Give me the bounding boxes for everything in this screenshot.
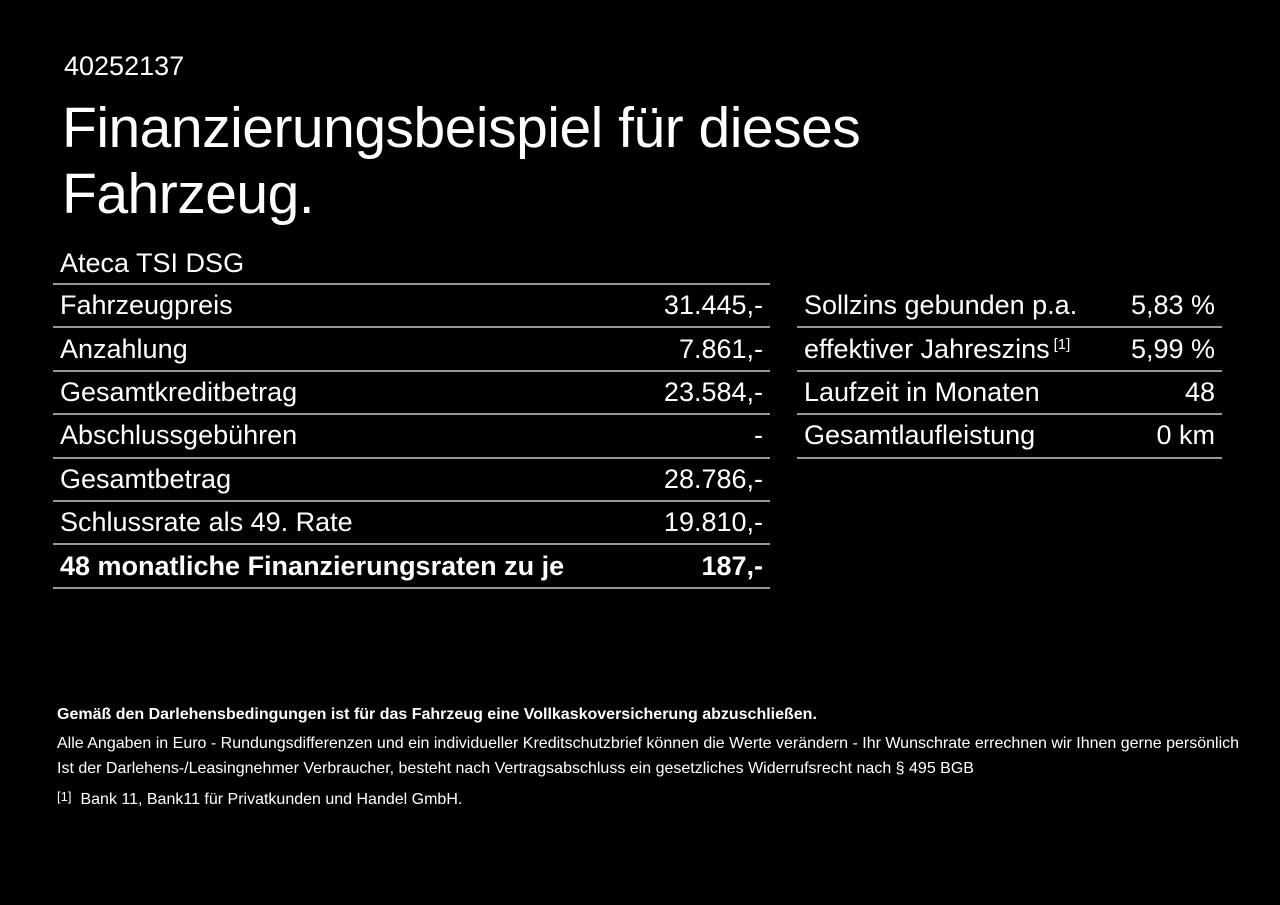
row-value: - <box>754 420 763 451</box>
row-value: 31.445,- <box>663 290 763 321</box>
financing-table: Ateca TSI DSG Fahrzeugpreis 31.445,- Anz… <box>53 248 770 589</box>
row-value: 187,- <box>701 550 763 581</box>
table-row-abschlussgebuehren: Abschlussgebühren - <box>53 415 770 459</box>
row-label: Gesamtkreditbetrag <box>60 376 298 407</box>
table-row-sollzins: Sollzins gebunden p.a. 5,83 % <box>797 285 1222 329</box>
row-label: Fahrzeugpreis <box>60 290 233 321</box>
row-label: 48 monatliche Finanzierungsraten zu je <box>60 550 565 581</box>
vehicle-id: 40252137 <box>64 51 185 81</box>
disclaimer-line-1: Alle Angaben in Euro - Rundungsdifferenz… <box>57 734 1240 752</box>
row-value: 48 <box>1184 376 1215 407</box>
table-row-gesamtlaufleistung: Gesamtlaufleistung 0 km <box>797 415 1222 459</box>
row-label: effektiver Jahreszins [1] <box>804 334 1070 365</box>
row-label: Abschlussgebühren <box>60 420 298 451</box>
table-row-schlussrate: Schlussrate als 49. Rate 19.810,- <box>53 502 770 546</box>
row-value: 28.786,- <box>663 463 763 494</box>
row-value: 23.584,- <box>663 376 763 407</box>
vehicle-model: Ateca TSI DSG <box>60 248 245 278</box>
footnote-text: Bank 11, Bank11 für Privatkunden und Han… <box>80 790 463 808</box>
table-row-effektiver-jahreszins: effektiver Jahreszins [1] 5,99 % <box>797 328 1222 372</box>
footnote-line: [1] Bank 11, Bank11 für Privatkunden und … <box>57 784 1257 813</box>
vehicle-model-row: Ateca TSI DSG <box>53 248 770 285</box>
table-row-laufzeit: Laufzeit in Monaten 48 <box>797 372 1222 416</box>
row-label-text: effektiver Jahreszins <box>804 333 1050 364</box>
legal-footer: Gemäß den Darlehensbedingungen ist für d… <box>57 702 1257 812</box>
row-label: Sollzins gebunden p.a. <box>804 290 1078 321</box>
row-label: Laufzeit in Monaten <box>804 376 1040 407</box>
table-row-anzahlung: Anzahlung 7.861,- <box>53 328 770 372</box>
row-label: Schlussrate als 49. Rate <box>60 507 353 538</box>
footnote-marker: [1] <box>1053 335 1071 353</box>
row-value: 0 km <box>1156 420 1215 451</box>
row-label: Anzahlung <box>60 333 188 364</box>
conditions-table: Sollzins gebunden p.a. 5,83 % effektiver… <box>797 285 1222 459</box>
row-value: 5,99 % <box>1130 333 1215 364</box>
disclaimer-line-2: Ist der Darlehens-/Leasingnehmer Verbrau… <box>57 760 974 777</box>
row-value: 5,83 % <box>1130 290 1215 321</box>
table-row-monatsrate: 48 monatliche Finanzierungsraten zu je 1… <box>53 545 770 589</box>
row-label: Gesamtlaufleistung <box>804 420 1036 451</box>
table-row-gesamtkreditbetrag: Gesamtkreditbetrag 23.584,- <box>53 372 770 416</box>
row-value: 7.861,- <box>678 333 763 364</box>
footnote-marker: [1] <box>57 788 72 804</box>
row-label: Gesamtbetrag <box>60 463 232 494</box>
page-title: Finanzierungsbeispiel für dieses Fahrzeu… <box>62 96 861 226</box>
table-row-fahrzeugpreis: Fahrzeugpreis 31.445,- <box>53 285 770 329</box>
insurance-note: Gemäß den Darlehensbedingungen ist für d… <box>57 706 817 723</box>
row-value: 19.810,- <box>663 507 763 538</box>
table-row-gesamtbetrag: Gesamtbetrag 28.786,- <box>53 459 770 502</box>
